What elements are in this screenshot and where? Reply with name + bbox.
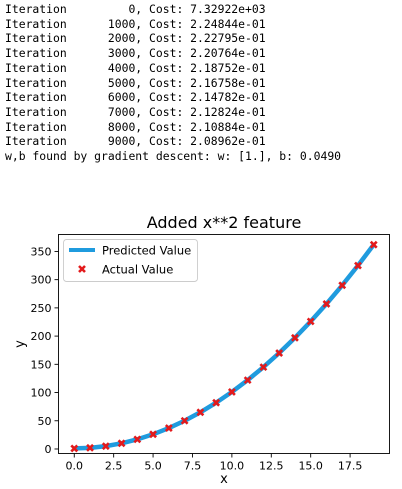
actual-value-point [369,240,378,249]
actual-value-point [338,281,347,290]
tick-labels: 0.0 2.5 5.0 7.5 10.0 12.5 15.0 17.5 0 50 100 150 200… [31,245,363,472]
marker-stroke [133,435,142,444]
marker-stroke [243,376,252,385]
y-tick-label: 0 [45,443,52,456]
y-tick-label: 150 [31,358,52,371]
actual-value-point [164,424,173,433]
x-tick-label: 0.0 [66,460,84,473]
y-tick-label: 300 [31,274,52,287]
y-tick-label: 100 [31,387,52,400]
marker-stroke [196,408,205,417]
x-tick-label: 10.0 [220,460,245,473]
actual-value-point [243,376,252,385]
y-tick-label: 350 [31,245,52,258]
cell-output-log: Iteration 0, Cost: 7.32922e+03 Iteration … [5,2,341,164]
log-line: Iteration 8000, Cost: 2.10884e-01 [5,119,266,134]
actual-value-point [101,442,110,451]
marker-stroke [117,439,126,448]
marker-stroke [86,443,94,452]
actual-value-point [196,408,205,417]
log-line: Iteration 6000, Cost: 2.14782e-01 [5,90,266,105]
marker-stroke [70,444,79,453]
marker-stroke [149,430,157,439]
axis-ticks [54,250,351,458]
legend-box [63,239,198,282]
actual-value-point [133,435,142,444]
x-tick-label: 15.0 [298,460,323,473]
series-layer [70,240,378,453]
x-axis-label: x [220,472,228,487]
y-tick-label: 250 [31,302,52,315]
actual-value-point [86,443,94,452]
axes-frame [58,234,390,454]
marker-stroke [369,240,378,249]
y-tick-label: 200 [31,330,52,343]
x-tick-label: 17.5 [338,460,363,473]
actual-value-point [291,333,299,342]
actual-value-point [149,430,157,439]
legend-marker-swatch [78,265,86,273]
marker-stroke [180,416,189,425]
x-tick-label: 2.5 [105,460,123,473]
result-line: w,b found by gradient descent: w: [1.], … [5,149,342,164]
actual-value-point [322,300,331,308]
actual-value-point [275,349,284,357]
x-tick-label: 12.5 [259,460,284,473]
log-line: Iteration 0, Cost: 7.32922e+03 [5,2,266,16]
actual-value-point [212,398,221,407]
marker-stroke [322,300,331,308]
actual-value-point [227,388,236,396]
legend-label-actual: Actual Value [102,263,173,277]
actual-value-point [117,439,126,448]
marker-stroke [164,424,173,433]
legend-label-predicted: Predicted Value [102,244,191,258]
marker-stroke [101,442,110,451]
marker-stroke [306,317,315,326]
log-line: Iteration 4000, Cost: 2.18752e-01 [5,60,266,75]
x-tick-label: 5.0 [144,460,162,473]
chart-title: Added x**2 feature [147,213,302,232]
marker-stroke [354,261,362,270]
y-axis-label: y [13,340,28,348]
actual-value-point [180,416,189,425]
marker-stroke [212,398,221,407]
chart: Added x**2 feature 0.0 2.5 5.0 7.5 10.0 12.5 1… [13,213,390,487]
marker-stroke [338,281,347,290]
log-line: Iteration 5000, Cost: 2.16758e-01 [5,75,266,90]
log-line: Iteration 9000, Cost: 2.08962e-01 [5,134,266,149]
log-line: Iteration 7000, Cost: 2.12824e-01 [5,104,266,119]
marker-stroke [227,388,236,396]
legend: Predicted Value Actual Value [63,239,198,282]
legend-x-marker [78,265,86,273]
marker-stroke [291,333,299,342]
log-line: Iteration 1000, Cost: 2.24844e-01 [5,16,266,31]
y-tick-label: 50 [38,415,52,428]
marker-stroke [275,349,284,357]
marker-stroke [259,363,268,372]
actual-value-point [354,261,362,270]
log-line: Iteration 3000, Cost: 2.20764e-01 [5,46,266,61]
marker-stroke [78,265,86,273]
actual-value-point [306,317,315,326]
actual-value-point [259,363,268,372]
actual-value-point [70,444,79,453]
x-tick-label: 7.5 [184,460,202,473]
log-line: Iteration 2000, Cost: 2.22795e-01 [5,31,266,46]
